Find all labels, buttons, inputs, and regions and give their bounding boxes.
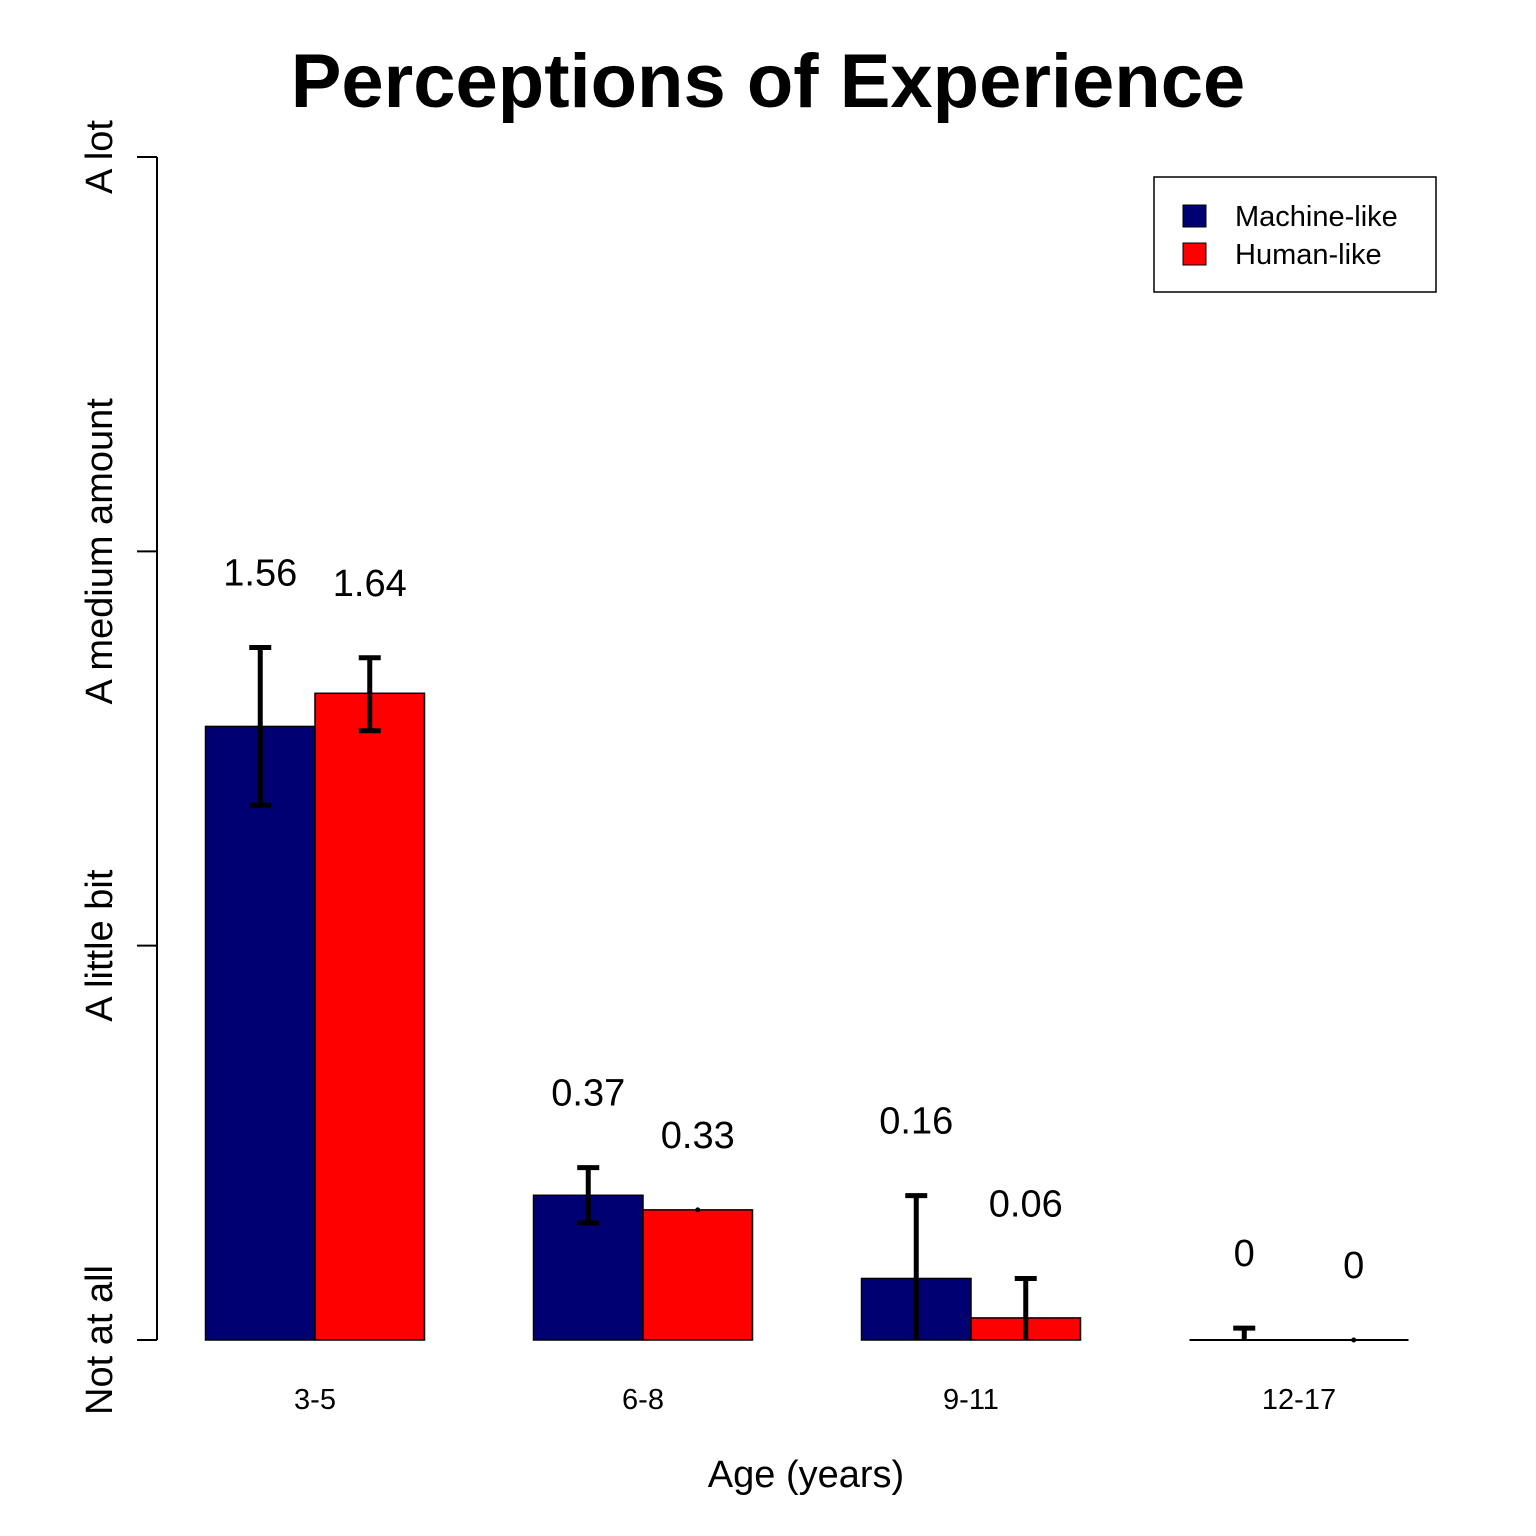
data-label: 0 bbox=[1343, 1245, 1364, 1287]
y-tick-label: A medium amount bbox=[79, 398, 121, 705]
legend-swatch bbox=[1182, 204, 1207, 228]
y-tick-label: A little bit bbox=[79, 869, 121, 1022]
x-tick-label: 9-11 bbox=[943, 1384, 999, 1416]
data-label: 0.37 bbox=[551, 1073, 625, 1115]
data-label: 0.06 bbox=[989, 1183, 1063, 1225]
bar bbox=[642, 1209, 754, 1341]
data-label: 0.16 bbox=[879, 1101, 953, 1143]
x-tick-label: 12-17 bbox=[1262, 1384, 1336, 1416]
legend-box bbox=[1153, 176, 1437, 293]
y-tick-label: Not at all bbox=[79, 1265, 121, 1415]
legend-label: Human-like bbox=[1235, 239, 1382, 271]
legend-swatch bbox=[1182, 242, 1207, 266]
error-bar bbox=[1351, 1337, 1357, 1343]
x-tick-label: 6-8 bbox=[622, 1384, 664, 1416]
x-axis-title: Age (years) bbox=[708, 1454, 904, 1496]
legend-label: Machine-like bbox=[1235, 201, 1398, 233]
data-label: 0 bbox=[1234, 1233, 1255, 1275]
y-tick-label: A lot bbox=[79, 120, 121, 194]
bar bbox=[204, 725, 316, 1341]
bar bbox=[314, 692, 426, 1341]
error-bar bbox=[695, 1207, 701, 1213]
chart-title: Perceptions of Experience bbox=[290, 39, 1246, 124]
x-tick-label: 3-5 bbox=[294, 1384, 336, 1416]
data-label: 0.33 bbox=[661, 1115, 735, 1157]
data-label: 1.64 bbox=[333, 563, 407, 605]
data-label: 1.56 bbox=[223, 553, 297, 595]
